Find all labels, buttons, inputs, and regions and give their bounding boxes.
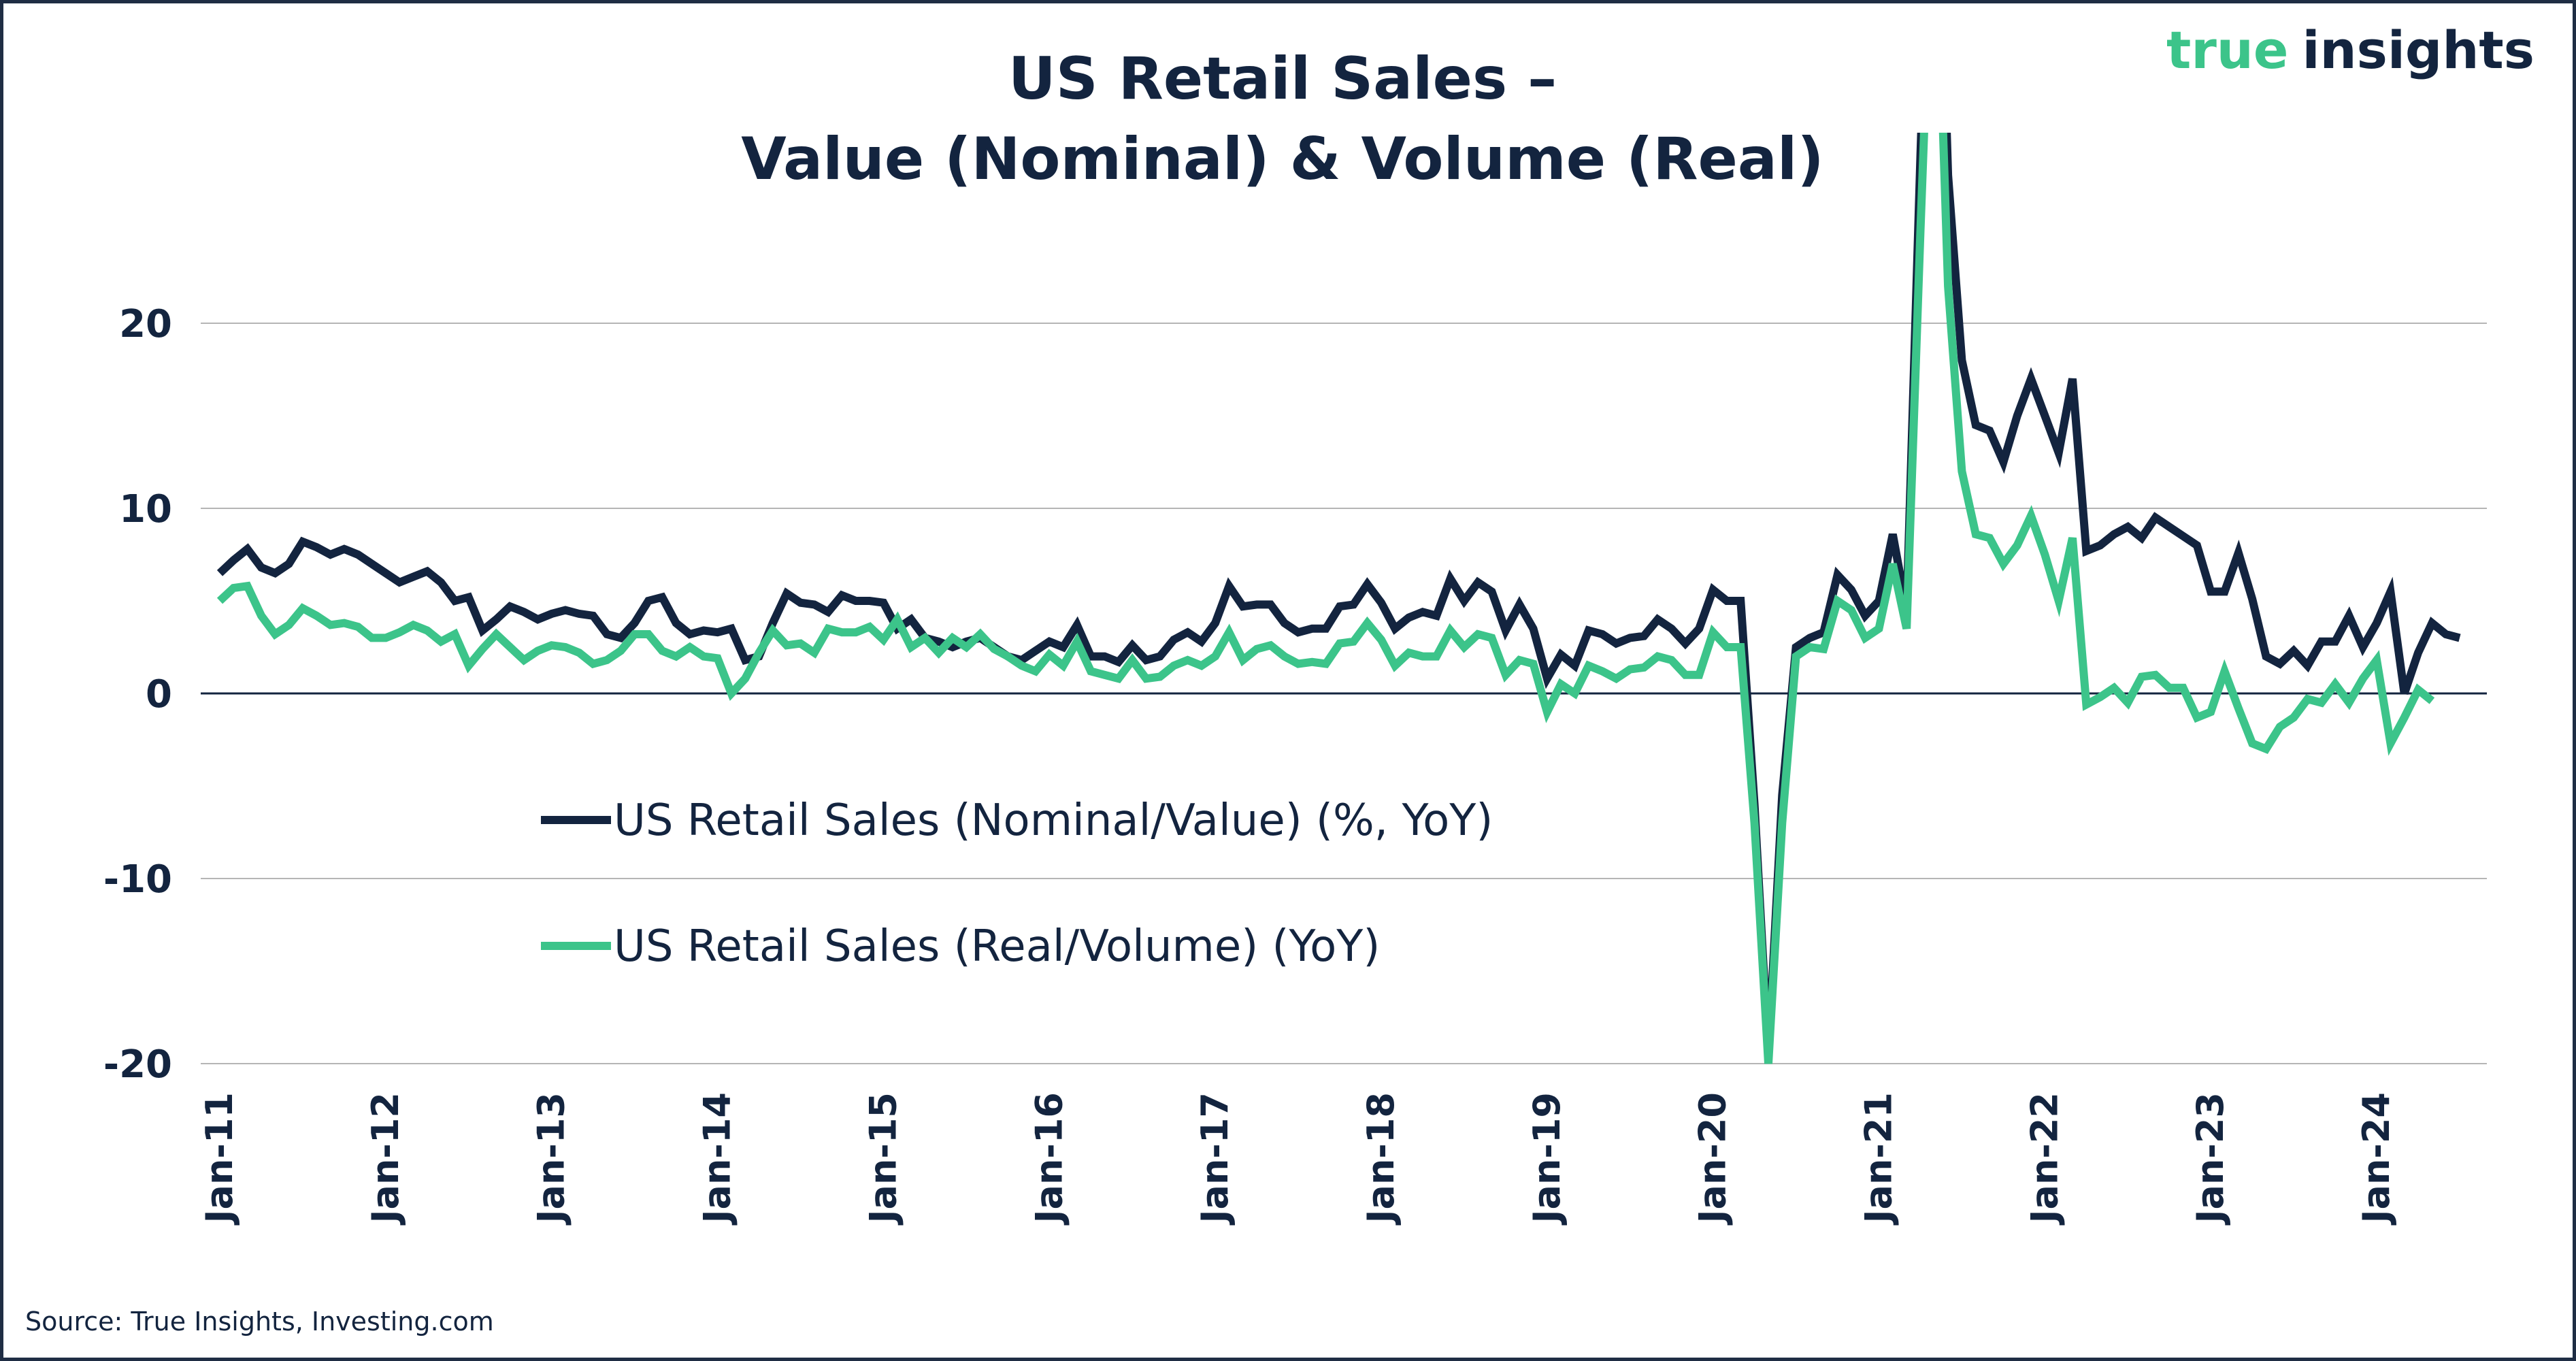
x-tick-label: Jan-11 xyxy=(198,1092,241,1226)
series-line-nominal xyxy=(216,133,2461,1055)
chart-canvas: US Retail Sales – Value (Nominal) & Volu… xyxy=(25,20,2534,1337)
x-tick-label: Jan-24 xyxy=(2355,1092,2398,1226)
legend-label-nominal: US Retail Sales (Nominal/Value) (%, YoY) xyxy=(614,796,1493,846)
source-note: Source: True Insights, Investing.com xyxy=(25,1307,494,1337)
true-insights-logo: true insights xyxy=(2166,20,2534,80)
x-tick-label: Jan-22 xyxy=(2023,1092,2066,1226)
x-tick-label: Jan-14 xyxy=(696,1092,739,1226)
x-tick-label: Jan-21 xyxy=(1857,1092,1900,1226)
y-tick-label: 0 xyxy=(146,672,172,717)
legend: US Retail Sales (Nominal/Value) (%, YoY)… xyxy=(541,796,1493,972)
logo-word-insights: insights xyxy=(2302,20,2534,80)
x-tick-label: Jan-16 xyxy=(1027,1092,1070,1226)
series-line-real xyxy=(216,133,2435,1064)
y-tick-label: -20 xyxy=(103,1043,172,1087)
legend-label-real: US Retail Sales (Real/Volume) (YoY) xyxy=(614,921,1380,972)
x-axis-ticks: Jan-11 Jan-12 Jan-13 Jan-14 Jan-15 Jan-16 Jan-… xyxy=(198,1092,2398,1226)
y-tick-label: 20 xyxy=(119,302,172,346)
x-tick-label: Jan-20 xyxy=(1691,1092,1734,1226)
series-lines xyxy=(216,133,2461,1064)
x-tick-label: Jan-15 xyxy=(861,1092,904,1226)
x-tick-label: Jan-19 xyxy=(1525,1092,1568,1226)
y-axis-ticks: 20 10 0 -10 -20 xyxy=(103,302,172,1087)
x-tick-label: Jan-12 xyxy=(364,1092,407,1226)
y-tick-label: 10 xyxy=(119,487,172,531)
y-tick-label: -10 xyxy=(103,857,172,902)
x-tick-label: Jan-17 xyxy=(1193,1092,1236,1226)
logo-word-true: true xyxy=(2166,20,2288,80)
x-tick-label: Jan-18 xyxy=(1359,1092,1402,1226)
chart-title-line2: Value (Nominal) & Volume (Real) xyxy=(741,125,1823,193)
x-tick-label: Jan-23 xyxy=(2189,1092,2232,1226)
chart-title-line1: US Retail Sales – xyxy=(1008,45,1557,113)
gridlines xyxy=(201,323,2487,1064)
x-tick-label: Jan-13 xyxy=(530,1092,573,1226)
